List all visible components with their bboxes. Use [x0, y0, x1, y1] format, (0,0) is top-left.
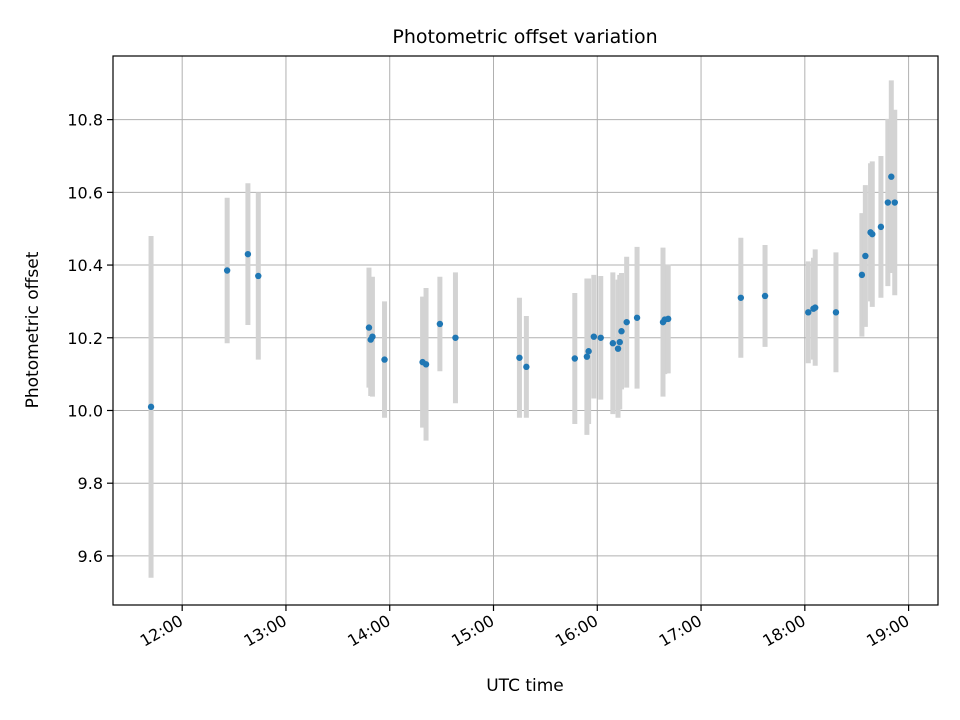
- y-tick-label: 9.6: [78, 547, 103, 566]
- data-point: [516, 354, 523, 361]
- y-axis-ticks: 9.6 9.8 10.0 10.2 10.4 10.6 10.8: [67, 111, 113, 566]
- data-point: [869, 230, 876, 238]
- data-point: [422, 361, 430, 368]
- data-point: [585, 348, 592, 355]
- y-tick-label: 9.8: [78, 474, 103, 493]
- chart-title: Photometric offset variation: [392, 26, 657, 48]
- data-point: [523, 363, 530, 371]
- data-point: [616, 338, 623, 346]
- data-points: [147, 173, 898, 411]
- data-point: [633, 314, 641, 321]
- data-point: [614, 345, 622, 352]
- data-point: [609, 340, 617, 347]
- data-point: [597, 334, 604, 341]
- data-point: [761, 292, 769, 300]
- x-axis-label: UTC time: [486, 676, 564, 696]
- data-point: [452, 334, 459, 341]
- data-point: [436, 320, 444, 328]
- data-point: [590, 333, 598, 340]
- data-point: [812, 304, 819, 311]
- y-axis-label: Photometric offset: [23, 251, 43, 408]
- data-point: [858, 271, 866, 279]
- plot-frame: [112, 55, 939, 606]
- data-point: [223, 267, 231, 274]
- data-point: [805, 309, 812, 316]
- data-point: [244, 250, 252, 258]
- data-point: [891, 199, 898, 206]
- data-point: [583, 353, 591, 360]
- data-point: [664, 315, 672, 323]
- y-tick-label: 10.6: [67, 183, 103, 202]
- data-point: [381, 356, 388, 363]
- data-point: [737, 294, 745, 301]
- data-point: [365, 324, 373, 331]
- y-tick-label: 10.2: [67, 329, 103, 348]
- data-point: [571, 355, 578, 362]
- data-point: [618, 328, 625, 335]
- data-point: [888, 173, 895, 180]
- data-point: [862, 252, 869, 260]
- data-point: [369, 333, 376, 340]
- data-point: [147, 403, 155, 411]
- data-point: [832, 309, 840, 316]
- data-point: [877, 223, 885, 231]
- data-point: [623, 318, 630, 326]
- y-tick-label: 10.8: [67, 111, 103, 130]
- data-point: [884, 199, 892, 206]
- data-point: [255, 272, 262, 280]
- y-tick-label: 10.0: [67, 401, 103, 420]
- y-tick-label: 10.4: [67, 256, 103, 275]
